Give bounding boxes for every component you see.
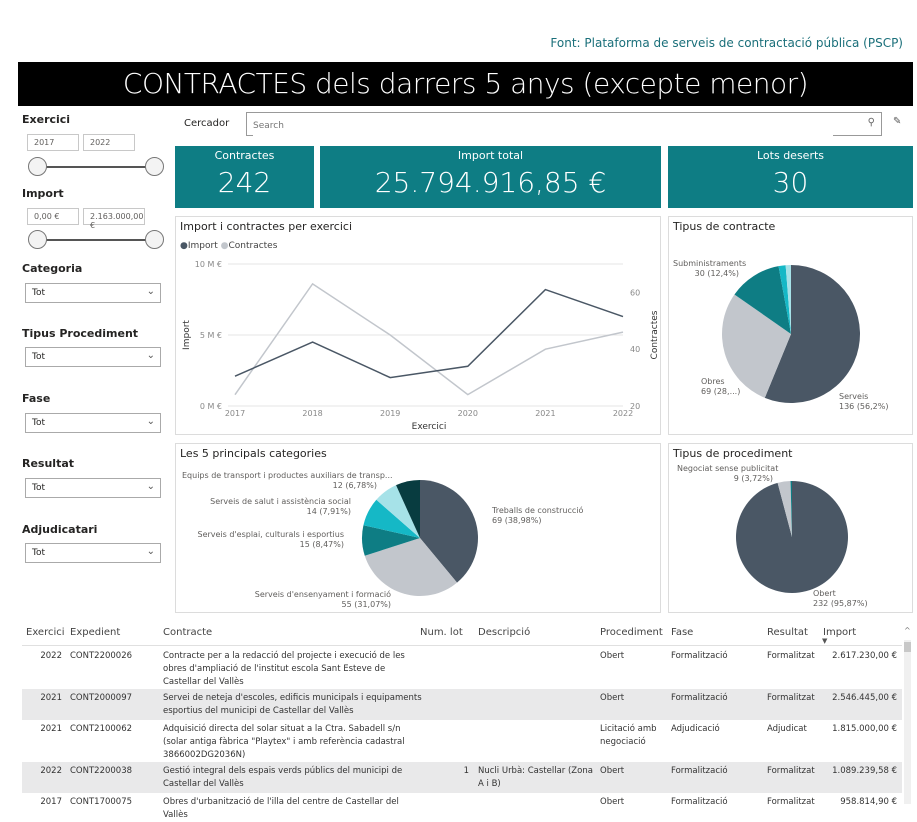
cell-procediment: Obert (600, 650, 668, 663)
column-header[interactable]: Descripció (478, 627, 530, 638)
cell-procediment: Obert (600, 765, 668, 778)
cell-contracte: Gestió integral dels espais verds públic… (163, 765, 423, 791)
cell-contracte: Obres d'urbanització de l'illa del centr… (163, 796, 423, 822)
cell-expedient: CONT2200038 (70, 765, 160, 778)
cell-contracte: Contracte per a la redacció del projecte… (163, 650, 423, 689)
cell-procediment: Licitació amb negociació (600, 723, 668, 749)
cell-expedient: CONT2200026 (70, 650, 160, 663)
cell-fase: Formalització (671, 765, 763, 778)
cell-exercici: 2022 (26, 650, 62, 663)
scroll-up-icon[interactable]: ^ (904, 626, 911, 635)
column-header[interactable]: Resultat (767, 627, 808, 638)
cell-expedient: CONT1700075 (70, 796, 160, 809)
cell-exercici: 2017 (26, 796, 62, 809)
cell-fase: Formalització (671, 650, 763, 663)
contracts-table: Exercici Expedient Contracte Num. lot Descri… (0, 0, 917, 804)
column-header[interactable]: Num. lot (420, 627, 463, 638)
column-header[interactable]: Fase (671, 627, 693, 638)
cell-import: 1.815.000,00 € (810, 723, 897, 736)
table-scrollbar[interactable] (904, 640, 911, 804)
cell-import: 2.617.230,00 € (810, 650, 897, 663)
cell-exercici: 2022 (26, 765, 62, 778)
cell-fase: Formalització (671, 692, 763, 705)
sort-desc-icon[interactable]: ▼ (822, 637, 827, 645)
cell-import: 1.089.239,58 € (810, 765, 897, 778)
cell-import: 2.546.445,00 € (810, 692, 897, 705)
column-header[interactable]: Import (823, 627, 856, 638)
column-header[interactable]: Exercici (26, 627, 65, 638)
cell-contracte: Adquisició directa del solar situat a la… (163, 723, 423, 762)
cell-import: 958.814,90 € (810, 796, 897, 809)
cell-exercici: 2021 (26, 692, 62, 705)
cell-contracte: Servei de neteja d'escoles, edificis mun… (163, 692, 423, 718)
cell-descripci-: Nucli Urbà: Castellar (Zona A i B) (478, 765, 596, 791)
cell-procediment: Obert (600, 692, 668, 705)
cell-fase: Adjudicació (671, 723, 763, 736)
cell-procediment: Obert (600, 796, 668, 809)
cell-fase: Formalització (671, 796, 763, 809)
column-header[interactable]: Contracte (163, 627, 212, 638)
column-header[interactable]: Expedient (70, 627, 120, 638)
cell-expedient: CONT2100062 (70, 723, 160, 736)
column-header[interactable]: Procediment (600, 627, 663, 638)
cell-exercici: 2021 (26, 723, 62, 736)
cell-expedient: CONT2000097 (70, 692, 160, 705)
cell-num-lot: 1 (420, 765, 469, 778)
